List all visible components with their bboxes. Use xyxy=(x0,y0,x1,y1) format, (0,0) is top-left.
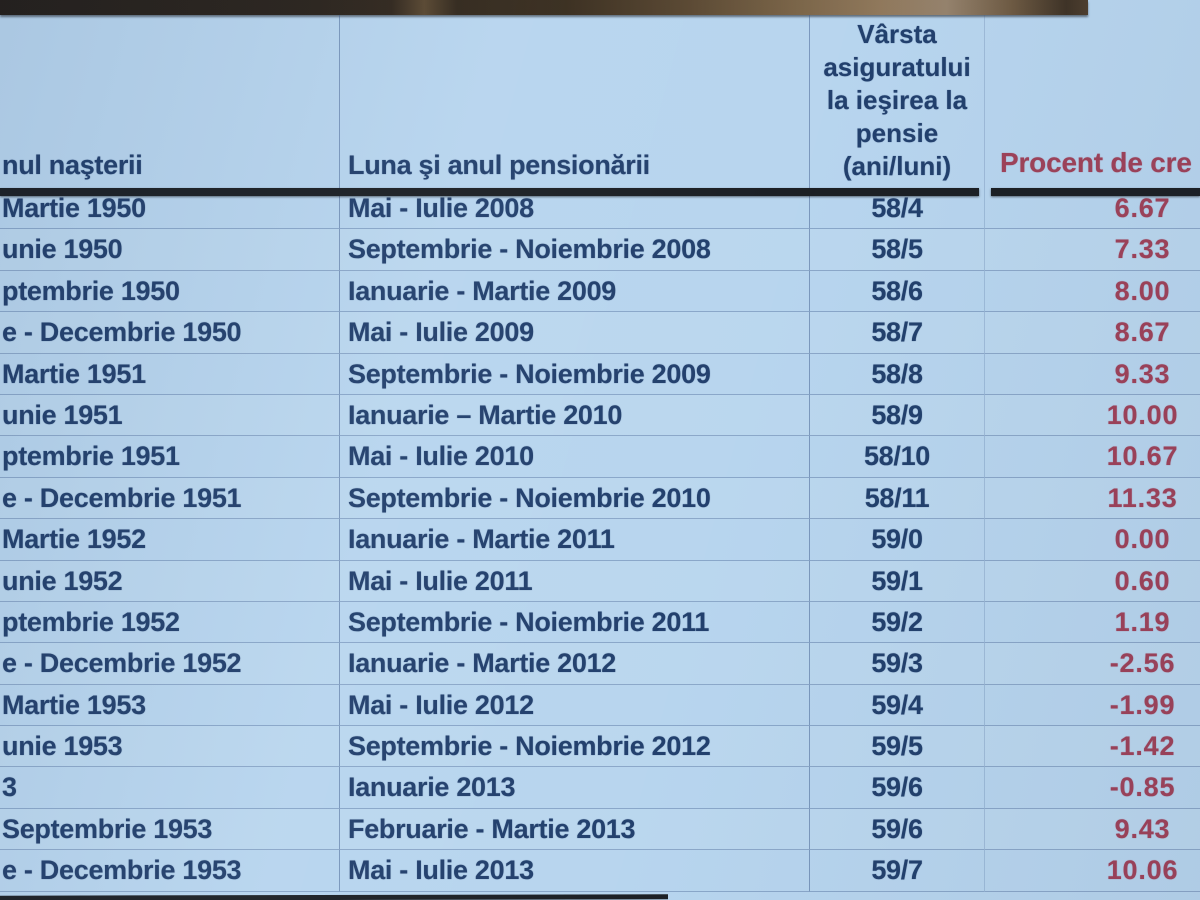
age-cell: 59/6 xyxy=(810,767,985,809)
retirement-cell: Ianuarie - Martie 2009 xyxy=(340,270,810,313)
retirement-cell: Mai - Iulie 2009 xyxy=(340,312,810,354)
age-cell: 59/4 xyxy=(810,684,985,727)
age-cell: 58/6 xyxy=(810,270,985,313)
birth-cell: Martie 1952 xyxy=(0,519,340,561)
column-header-birth-label: nul naşterii xyxy=(2,150,143,180)
birth-cell: unie 1953 xyxy=(0,726,340,768)
percent-cell: -2.56 xyxy=(985,643,1200,685)
age-cell: 59/1 xyxy=(810,560,985,602)
retirement-cell: Mai - Iulie 2013 xyxy=(340,850,810,892)
percent-cell: 9.43 xyxy=(985,808,1200,851)
percent-cell: 6.67 xyxy=(985,188,1200,230)
percent-cell: -1.99 xyxy=(985,685,1200,727)
retirement-cell: Februarie - Martie 2013 xyxy=(340,808,810,851)
age-cell: 58/4 xyxy=(810,188,985,230)
column-header-retirement-label: Luna şi anul pensionării xyxy=(348,150,650,180)
retirement-cell: Mai - Iulie 2010 xyxy=(340,436,810,478)
percent-cell: 10.00 xyxy=(985,394,1200,437)
column-header-percent-label: Procent de cre xyxy=(1000,147,1192,178)
retirement-cell: Septembrie - Noiembrie 2010 xyxy=(340,477,810,520)
column-header-age-label: Vârsta asiguratului la ieşirea la pensie… xyxy=(823,19,971,181)
birth-cell: e - Decembrie 1950 xyxy=(0,312,340,354)
percent-cell: 10.67 xyxy=(985,436,1200,478)
birth-cell: unie 1952 xyxy=(0,560,340,602)
background-photo-strip xyxy=(0,0,1088,15)
retirement-cell: Septembrie - Noiembrie 2011 xyxy=(340,601,810,644)
percent-cell: 7.33 xyxy=(985,229,1200,271)
percent-cell: 10.06 xyxy=(985,850,1200,892)
column-header-percent: Procent de cre xyxy=(985,15,1200,188)
retirement-cell: Septembrie - Noiembrie 2009 xyxy=(340,353,810,395)
percent-cell: 11.33 xyxy=(985,477,1200,520)
birth-cell: Septembrie 1953 xyxy=(0,808,340,851)
column-header-retirement: Luna şi anul pensionării xyxy=(340,15,810,188)
percent-cell: 0.00 xyxy=(985,519,1200,561)
birth-cell: e - Decembrie 1953 xyxy=(0,850,340,892)
percent-cell: 1.19 xyxy=(985,602,1200,644)
age-cell: 59/0 xyxy=(810,519,985,561)
retirement-cell: Ianuarie 2013 xyxy=(340,767,810,809)
percent-cell: 8.67 xyxy=(985,312,1200,354)
retirement-cell: Mai - Iulie 2012 xyxy=(340,684,810,727)
birth-cell: unie 1950 xyxy=(0,229,340,271)
percent-cell: 0.60 xyxy=(985,560,1200,602)
retirement-cell: Ianuarie – Martie 2010 xyxy=(340,394,810,437)
age-cell: 59/5 xyxy=(810,726,985,768)
birth-cell: ptembrie 1950 xyxy=(0,270,340,313)
birth-cell: ptembrie 1951 xyxy=(0,436,340,478)
header-underline xyxy=(0,188,979,196)
retirement-cell: Mai - Iulie 2008 xyxy=(340,188,810,230)
birth-cell: ptembrie 1952 xyxy=(0,601,340,644)
age-cell: 58/9 xyxy=(810,394,985,437)
retirement-cell: Septembrie - Noiembrie 2008 xyxy=(340,229,810,271)
age-cell: 59/3 xyxy=(810,643,985,685)
age-cell: 58/7 xyxy=(810,312,985,354)
birth-cell: 3 xyxy=(0,767,340,809)
birth-cell: Martie 1953 xyxy=(0,684,340,727)
percent-cell: -0.85 xyxy=(985,767,1200,809)
pension-table: nul naşterii Luna şi anul pensionării Vâ… xyxy=(0,15,1200,892)
birth-cell: unie 1951 xyxy=(0,394,340,437)
column-header-birth: nul naşterii xyxy=(0,15,340,188)
birth-cell: e - Decembrie 1952 xyxy=(0,643,340,685)
birth-cell: e - Decembrie 1951 xyxy=(0,477,340,520)
percent-cell: -1.42 xyxy=(985,726,1200,768)
retirement-cell: Mai - Iulie 2011 xyxy=(340,560,810,602)
column-header-age: Vârsta asiguratului la ieşirea la pensie… xyxy=(810,15,985,188)
age-cell: 58/10 xyxy=(810,436,985,478)
percent-cell: 9.33 xyxy=(985,354,1200,395)
birth-cell: Martie 1951 xyxy=(0,353,340,395)
table-bottom-border xyxy=(0,894,669,900)
age-cell: 59/7 xyxy=(810,850,985,892)
age-cell: 58/11 xyxy=(810,477,985,520)
age-cell: 59/2 xyxy=(810,601,985,644)
retirement-cell: Septembrie - Noiembrie 2012 xyxy=(340,726,810,768)
retirement-cell: Ianuarie - Martie 2012 xyxy=(340,643,810,685)
retirement-cell: Ianuarie - Martie 2011 xyxy=(340,519,810,561)
header-underline xyxy=(991,188,1200,196)
age-cell: 58/5 xyxy=(810,229,985,271)
age-cell: 59/6 xyxy=(810,808,985,851)
birth-cell: Martie 1950 xyxy=(0,188,340,230)
percent-cell: 8.00 xyxy=(985,271,1200,313)
age-cell: 58/8 xyxy=(810,353,985,395)
